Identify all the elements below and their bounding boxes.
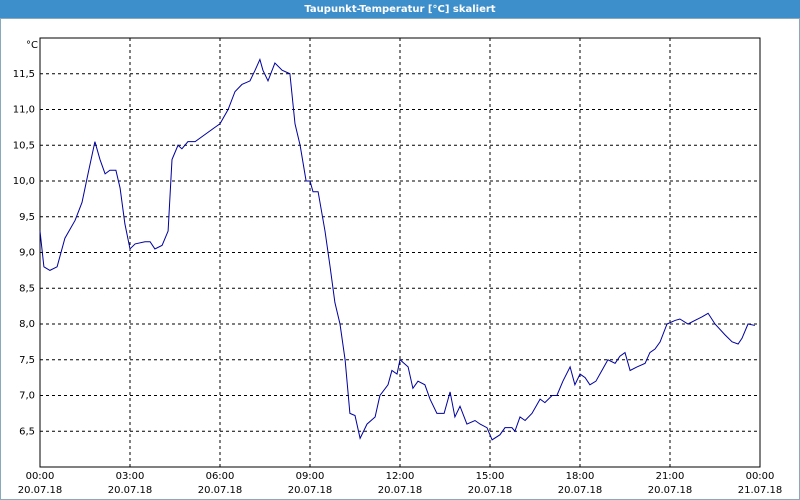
- y-tick-label: 8,5: [19, 283, 35, 294]
- title-bar: [0, 0, 800, 18]
- y-tick-label: 8,0: [19, 319, 35, 330]
- y-tick-label: 11,5: [13, 69, 35, 80]
- y-tick-label: 9,0: [19, 248, 35, 259]
- x-tick-date: 20.07.18: [18, 485, 63, 496]
- x-tick-date: 20.07.18: [378, 485, 423, 496]
- x-tick-date: 20.07.18: [468, 485, 513, 496]
- x-tick-label: 00:00: [746, 471, 775, 482]
- y-tick-label: 9,5: [19, 212, 35, 223]
- x-tick-date: 20.07.18: [198, 485, 243, 496]
- frame: [0, 18, 800, 500]
- x-tick-label: 03:00: [116, 471, 145, 482]
- x-tick-label: 06:00: [206, 471, 235, 482]
- x-tick-label: 00:00: [26, 471, 55, 482]
- x-tick-date: 20.07.18: [648, 485, 693, 496]
- plot-border: [39, 37, 761, 468]
- x-tick-date: 20.07.18: [558, 485, 603, 496]
- x-tick-date: 21.07.18: [738, 485, 783, 496]
- x-tick-label: 18:00: [566, 471, 595, 482]
- x-tick-label: 15:00: [476, 471, 505, 482]
- x-tick-label: 12:00: [386, 471, 415, 482]
- x-tick-date: 20.07.18: [108, 485, 153, 496]
- y-tick-label: 6,5: [19, 426, 35, 437]
- y-tick-label: 10,5: [13, 140, 35, 151]
- y-tick-label: 7,0: [19, 391, 35, 402]
- x-tick-label: 21:00: [656, 471, 685, 482]
- y-unit: °C: [26, 40, 38, 51]
- x-tick-date: 20.07.18: [288, 485, 333, 496]
- data-line: [39, 57, 756, 441]
- x-tick-label: 09:00: [296, 471, 325, 482]
- y-tick-label: 10,0: [13, 176, 35, 187]
- y-tick-label: 7,5: [19, 355, 35, 366]
- y-tick-label: 11,0: [13, 105, 35, 116]
- chart-title: Taupunkt-Temperatur [°C] skaliert: [304, 4, 495, 15]
